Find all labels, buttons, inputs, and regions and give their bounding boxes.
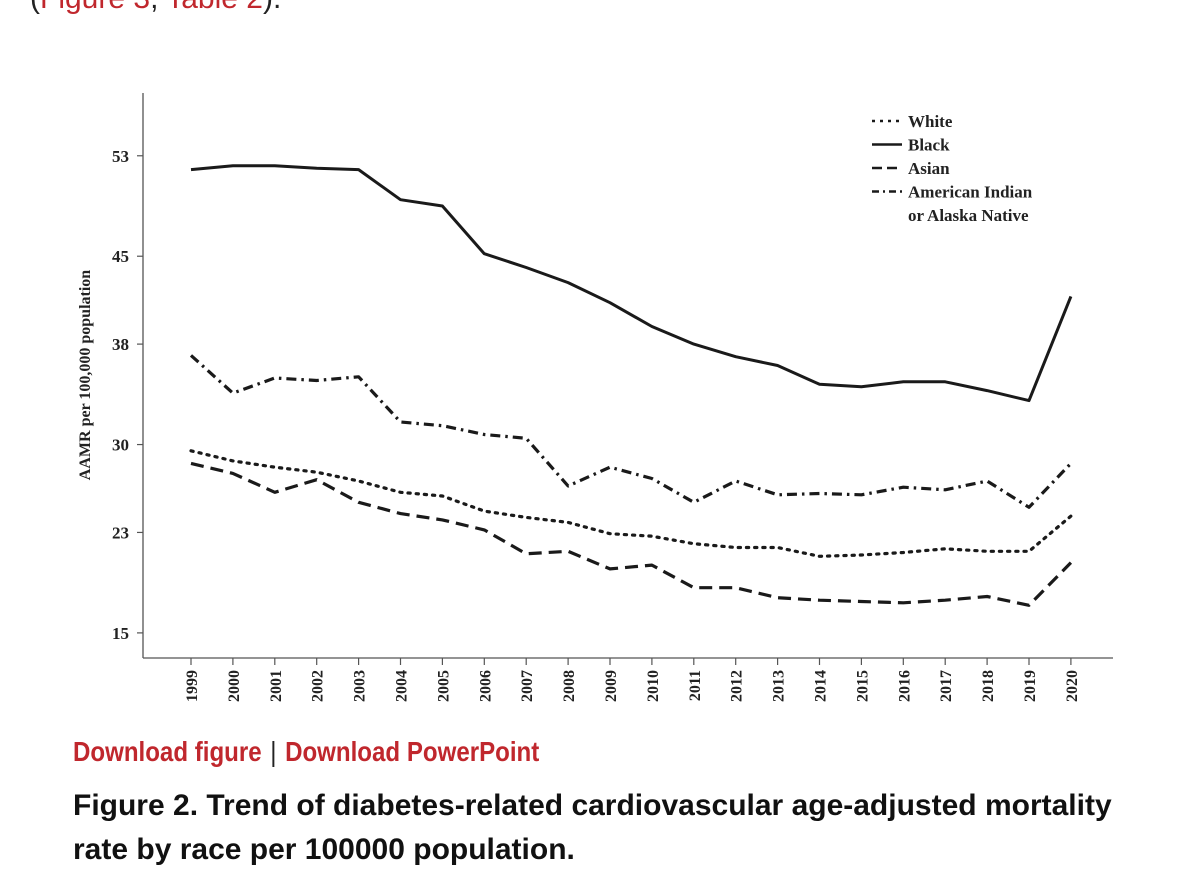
x-tick-label: 1999 — [184, 670, 201, 702]
series-line-american-indian-or-alaska-native — [189, 354, 1073, 509]
x-tick-label: 2001 — [268, 670, 285, 702]
x-tick-label: 2014 — [813, 670, 830, 702]
reference-close: ). — [263, 0, 281, 15]
x-tick-label: 2018 — [980, 670, 997, 702]
download-powerpoint-link[interactable]: Download PowerPoint — [285, 736, 540, 767]
y-tick-label: 23 — [112, 523, 129, 542]
figure-caption: Figure 2. Trend of diabetes-related card… — [73, 789, 1112, 866]
x-tick-label: 2011 — [687, 670, 704, 701]
x-tick-label: 2012 — [729, 670, 746, 702]
series-line-white — [189, 449, 1073, 558]
x-tick-label: 2013 — [771, 670, 788, 702]
legend-label: Asian — [908, 159, 950, 178]
y-tick-label: 38 — [112, 335, 129, 354]
y-tick-label: 30 — [112, 436, 129, 455]
legend-label: Black — [908, 136, 950, 155]
y-tick-label: 45 — [112, 247, 129, 266]
legend-label: American Indian — [908, 183, 1033, 202]
x-tick-label: 2000 — [226, 670, 243, 702]
y-axis-label: AAMR per 100,000 population — [77, 270, 94, 480]
x-tick-label: 2016 — [896, 670, 913, 702]
figure-reference-link[interactable]: Figure 3 — [40, 0, 150, 15]
x-tick-label: 2002 — [310, 670, 327, 702]
x-tick-label: 2006 — [477, 670, 494, 702]
x-tick-label: 2010 — [645, 670, 662, 702]
chart-series — [189, 164, 1073, 607]
series-line-asian — [190, 461, 1073, 607]
series-line-black — [190, 164, 1073, 403]
x-tick-label: 2007 — [519, 670, 536, 702]
x-tick-label: 2019 — [1022, 670, 1039, 702]
download-figure-link[interactable]: Download figure — [73, 736, 262, 767]
x-tick-label: 2020 — [1064, 670, 1081, 702]
x-tick-label: 2008 — [561, 670, 578, 702]
chart-legend: White Black Asian American Indian or Alaska … — [872, 112, 1033, 225]
reference-separator: , — [150, 0, 166, 15]
x-tick-label: 2005 — [435, 670, 452, 702]
chart-axes — [142, 93, 1113, 659]
x-tick-label: 2003 — [352, 670, 369, 702]
download-links: Download figure | Download PowerPoint — [73, 736, 539, 768]
download-separator: | — [270, 736, 277, 767]
x-tick-label: 2009 — [603, 670, 620, 702]
figure-table-reference: (Figure 3, Table 2). — [30, 0, 281, 16]
x-tick-label: 2015 — [854, 670, 871, 702]
x-tick-label: 2004 — [394, 670, 411, 702]
table-reference-link[interactable]: Table 2 — [166, 0, 263, 15]
chart-ticks: 15 23 30 38 45 53 1999 2000 2001 2002 2003 2004 2005… — [112, 147, 1081, 702]
reference-open-paren: ( — [30, 0, 40, 15]
y-tick-label: 15 — [112, 624, 129, 643]
y-tick-label: 53 — [112, 147, 129, 166]
legend-label: White — [908, 112, 953, 131]
legend-label: or Alaska Native — [908, 206, 1029, 225]
x-tick-label: 2017 — [938, 670, 955, 702]
